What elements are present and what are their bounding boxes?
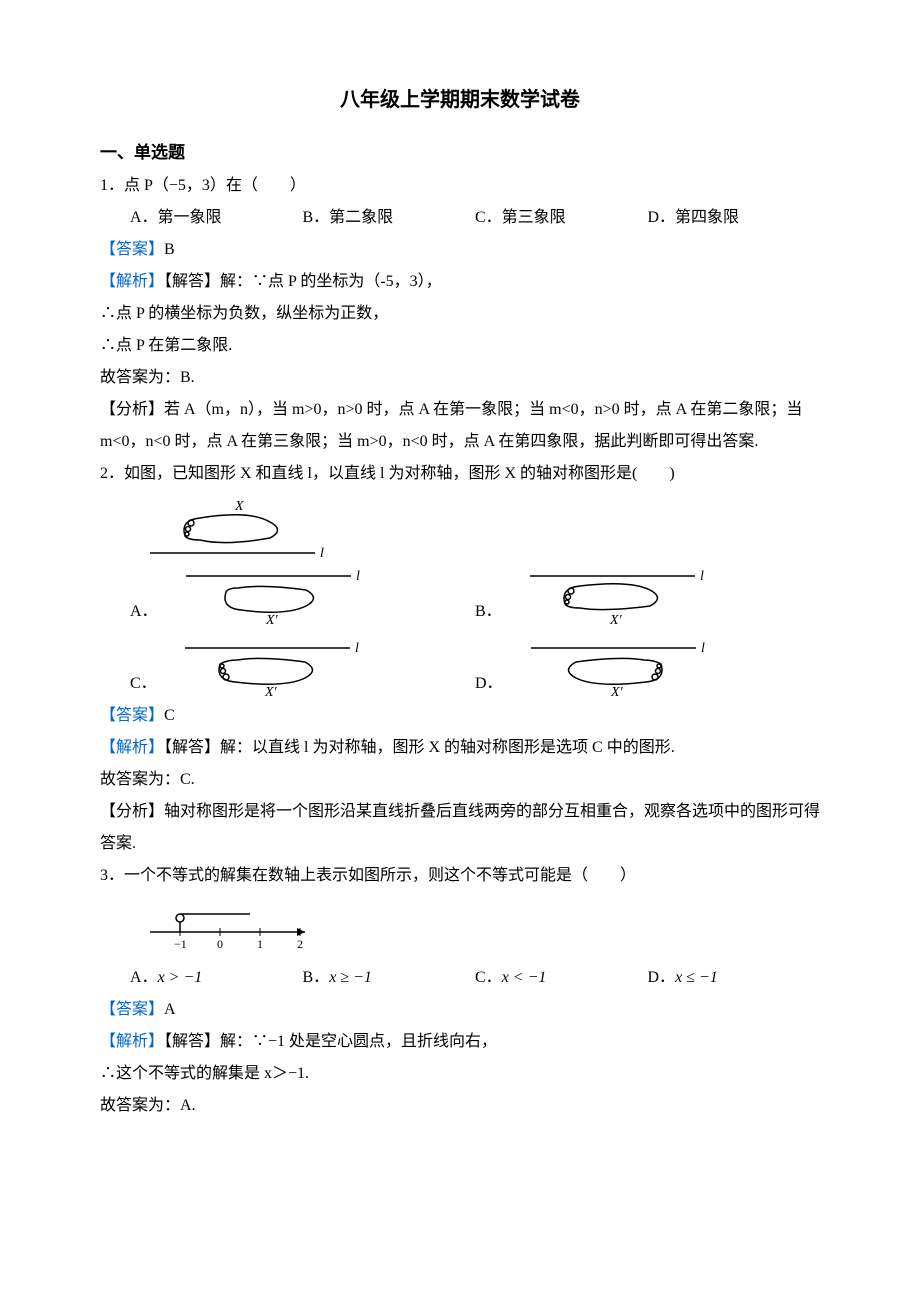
- q3-opt-a: A．x > −1: [130, 962, 303, 994]
- q2-opt-c: C． l X′: [130, 638, 475, 700]
- q2-options: A． l X′ B． l X′ C． l: [100, 566, 820, 700]
- q2-d-label: D．: [475, 668, 503, 700]
- answer-label: 【答案】: [100, 241, 164, 258]
- q2-b-label: B．: [475, 596, 502, 628]
- svg-text:X′: X′: [609, 613, 623, 628]
- svg-text:l: l: [320, 546, 324, 560]
- q1-analysis: 【分析】若 A（m，n），当 m>0，n>0 时，点 A 在第一象限；当 m<0…: [100, 394, 820, 458]
- section-header: 一、单选题: [100, 136, 820, 170]
- q1-opt-b: B．第二象限: [303, 202, 476, 234]
- explain-text: 【解答】解：以直线 l 为对称轴，图形 X 的轴对称图形是选项 C 中的图形.: [164, 739, 675, 756]
- explain-label: 【解析】: [100, 1033, 164, 1050]
- q2-b-svg: l X′: [510, 566, 710, 628]
- q1-stem: 1．点 P（−5，3）在（ ）: [100, 170, 820, 202]
- q2-a-svg: l X′: [166, 566, 366, 628]
- opt-label: C．: [475, 969, 502, 986]
- answer-label: 【答案】: [100, 1001, 164, 1018]
- opt-expr: x ≥ −1: [329, 969, 372, 986]
- q1-options: A．第一象限 B．第二象限 C．第三象限 D．第四象限: [100, 202, 820, 234]
- answer-value: A: [164, 1001, 176, 1018]
- explain-label: 【解析】: [100, 739, 164, 756]
- q2-exp2: 故答案为：C.: [100, 764, 820, 796]
- svg-text:X′: X′: [265, 613, 279, 628]
- q2-d-svg: l X′: [511, 638, 711, 700]
- q1-exp1: 【解析】【解答】解：∵点 P 的坐标为（-5，3），: [100, 266, 820, 298]
- svg-text:1: 1: [257, 937, 263, 951]
- page-title: 八年级上学期期末数学试卷: [100, 80, 820, 120]
- q1-opt-c: C．第三象限: [475, 202, 648, 234]
- q1-exp2: ∴点 P 的横坐标为负数，纵坐标为正数，: [100, 298, 820, 330]
- opt-expr: x < −1: [502, 969, 547, 986]
- opt-label: B．: [303, 969, 330, 986]
- svg-text:X: X: [234, 499, 244, 514]
- svg-text:l: l: [700, 569, 704, 584]
- q1-opt-a: A．第一象限: [130, 202, 303, 234]
- answer-label: 【答案】: [100, 707, 164, 724]
- q2-stem: 2．如图，已知图形 X 和直线 l，以直线 l 为对称轴，图形 X 的轴对称图形…: [100, 458, 820, 490]
- q2-opt-a: A． l X′: [130, 566, 475, 628]
- q3-options: A．x > −1 B．x ≥ −1 C．x < −1 D．x ≤ −1: [100, 962, 820, 994]
- q1-exp4: 故答案为：B.: [100, 362, 820, 394]
- opt-label: A．: [130, 969, 158, 986]
- svg-text:X′: X′: [610, 685, 624, 700]
- q2-analysis: 【分析】轴对称图形是将一个图形沿某直线折叠后直线两旁的部分互相重合，观察各选项中…: [100, 796, 820, 860]
- q2-exp1: 【解析】【解答】解：以直线 l 为对称轴，图形 X 的轴对称图形是选项 C 中的…: [100, 732, 820, 764]
- q3-opt-c: C．x < −1: [475, 962, 648, 994]
- svg-text:−1: −1: [174, 937, 187, 951]
- svg-text:X′: X′: [264, 685, 278, 700]
- q3-exp3: 故答案为：A.: [100, 1090, 820, 1122]
- q3-stem: 3．一个不等式的解集在数轴上表示如图所示，则这个不等式可能是（ ）: [100, 860, 820, 892]
- q2-a-label: A．: [130, 596, 158, 628]
- answer-value: B: [164, 241, 175, 258]
- q2-c-svg: l X′: [165, 638, 365, 700]
- q2-top-svg: X l: [130, 498, 330, 560]
- opt-expr: x > −1: [158, 969, 203, 986]
- explain-label: 【解析】: [100, 273, 164, 290]
- explain-text: 【解答】解：∵点 P 的坐标为（-5，3），: [164, 273, 442, 290]
- q3-opt-b: B．x ≥ −1: [303, 962, 476, 994]
- q3-figure: −1 0 1 2: [100, 902, 820, 952]
- q2-answer: 【答案】C: [100, 700, 820, 732]
- svg-text:l: l: [701, 641, 705, 656]
- q3-opt-d: D．x ≤ −1: [648, 962, 821, 994]
- q2-figure-top: X l: [100, 498, 820, 560]
- q1-exp3: ∴点 P 在第二象限.: [100, 330, 820, 362]
- opt-label: D．: [648, 969, 676, 986]
- svg-text:l: l: [356, 569, 360, 584]
- svg-text:l: l: [355, 641, 359, 656]
- q3-answer: 【答案】A: [100, 994, 820, 1026]
- q2-opt-b: B． l X′: [475, 566, 820, 628]
- svg-text:0: 0: [217, 937, 223, 951]
- svg-text:2: 2: [297, 937, 303, 951]
- answer-value: C: [164, 707, 175, 724]
- opt-expr: x ≤ −1: [675, 969, 718, 986]
- q1-answer: 【答案】B: [100, 234, 820, 266]
- q2-opt-d: D． l X′: [475, 638, 820, 700]
- number-line-svg: −1 0 1 2: [140, 902, 320, 952]
- q3-exp2: ∴这个不等式的解集是 x＞−1.: [100, 1058, 820, 1090]
- q2-c-label: C．: [130, 668, 157, 700]
- q1-opt-d: D．第四象限: [648, 202, 821, 234]
- q3-exp1: 【解析】【解答】解：∵−1 处是空心圆点，且折线向右，: [100, 1026, 820, 1058]
- explain-text: 【解答】解：∵−1 处是空心圆点，且折线向右，: [164, 1033, 497, 1050]
